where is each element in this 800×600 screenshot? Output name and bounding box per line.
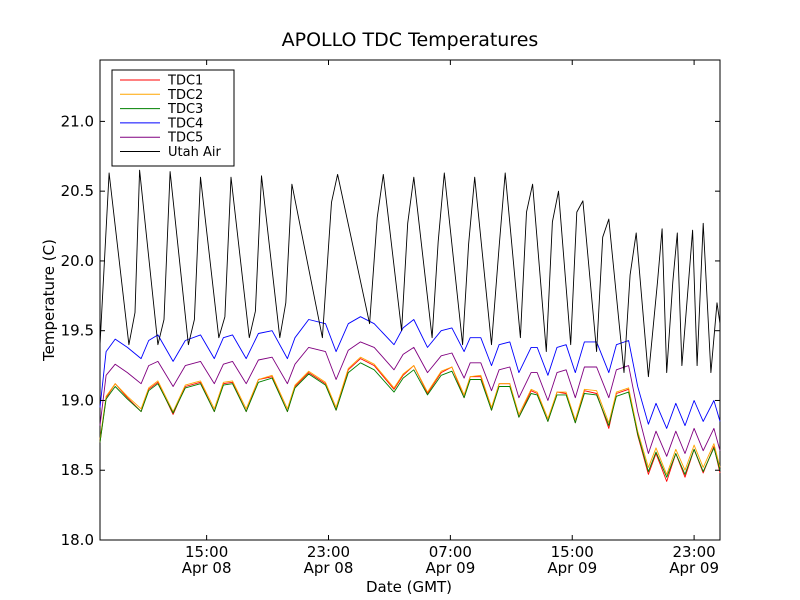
legend-label: TDC2 [167, 88, 203, 103]
chart-title: APOLLO TDC Temperatures [282, 29, 539, 51]
x-axis-label: Date (GMT) [366, 578, 452, 596]
series-line-tdc3 [99, 362, 721, 478]
x-tick-label-time: 23:00 [672, 543, 715, 561]
x-tick-label-time: 15:00 [185, 543, 228, 561]
y-tick-label: 20.0 [61, 252, 94, 270]
x-tick-label-time: 23:00 [307, 543, 350, 561]
series-line-tdc5 [99, 341, 721, 457]
y-axis: 18.0 18.5 19.0 19.5 20.0 20.5 21.0 [61, 112, 720, 549]
legend-label: Utah Air [168, 145, 221, 160]
y-tick-label: 18.0 [61, 531, 94, 549]
x-tick-label-date: Apr 09 [425, 559, 475, 577]
series-line-tdc4 [99, 316, 721, 429]
x-tick-label-date: Apr 08 [304, 559, 354, 577]
legend-label: TDC3 [167, 102, 203, 117]
y-axis-label: Temperature (C) [40, 239, 58, 362]
y-tick-label: 20.5 [61, 182, 94, 200]
x-tick-label-time: 15:00 [551, 543, 594, 561]
series-layer [99, 169, 721, 482]
legend-box [111, 69, 235, 167]
x-tick-label-date: Apr 09 [669, 559, 719, 577]
x-tick-label-date: Apr 08 [182, 559, 232, 577]
y-tick-label: 19.0 [61, 391, 94, 409]
x-tick-label-date: Apr 09 [547, 559, 597, 577]
legend-label: TDC1 [167, 74, 203, 89]
series-line-utah-air [99, 169, 721, 378]
legend-label: TDC5 [167, 131, 203, 146]
y-tick-label: 21.0 [61, 112, 94, 130]
y-tick-label: 18.5 [61, 461, 94, 479]
legend-label: TDC4 [167, 116, 203, 131]
y-tick-label: 19.5 [61, 322, 94, 340]
series-line-tdc2 [99, 356, 721, 475]
x-tick-label-time: 07:00 [429, 543, 472, 561]
